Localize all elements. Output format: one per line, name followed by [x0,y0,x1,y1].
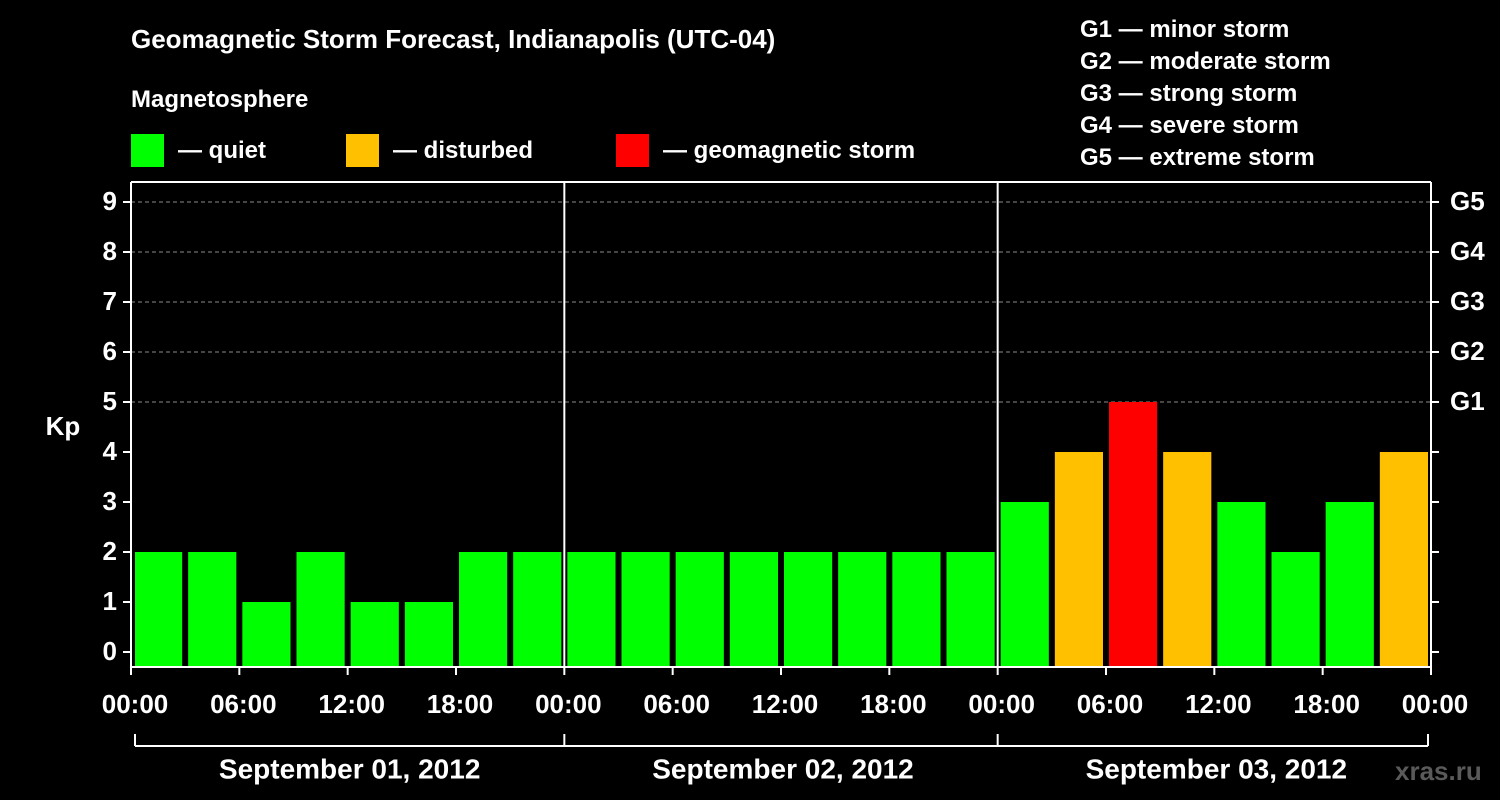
kp-bar [784,552,833,667]
legend-storm: — geomagnetic storm [616,134,915,167]
x-tick-label: 06:00 [210,689,277,719]
x-tick-label: 00:00 [535,689,602,719]
legend-swatch-quiet [131,134,164,167]
x-tick-label: 00:00 [1402,689,1469,719]
chart-title: Geomagnetic Storm Forecast, Indianapolis… [131,24,776,54]
g-scale-g4: G4 — severe storm [1080,112,1299,139]
day-label: September 03, 2012 [1086,753,1348,784]
watermark: xras.ru [1395,756,1482,786]
x-tick-label: 18:00 [860,689,927,719]
legend-label-disturbed: — disturbed [393,136,534,164]
kp-bar [459,552,508,667]
kp-bar [188,552,237,667]
kp-bar [1325,502,1374,667]
g-level-label: G4 [1450,236,1485,266]
g-level-label: G2 [1450,336,1485,366]
y-tick-label: 8 [103,236,117,266]
x-tick-label: 18:00 [427,689,494,719]
kp-bar [892,552,941,667]
g-scale-g3: G3 — strong storm [1080,80,1298,107]
y-tick-label: 5 [103,386,117,416]
kp-bar [567,552,616,667]
kp-bar [404,602,453,667]
y-tick-label: 0 [103,636,117,666]
kp-bar [1379,452,1428,667]
y-tick-label: 6 [103,336,117,366]
x-tick-label: 12:00 [318,689,385,719]
kp-bar [1109,402,1158,667]
x-tick-label: 00:00 [968,689,1035,719]
g-scale-g1: G1 — minor storm [1080,16,1290,43]
y-tick-label: 1 [103,586,117,616]
g-scale-g5: G5 — extreme storm [1080,144,1315,171]
g-scale-g2: G2 — moderate storm [1080,48,1331,75]
day-label: September 01, 2012 [219,753,481,784]
g-scale-legend: G1 — minor storm G2 — moderate storm G3 … [1080,14,1331,174]
kp-bar [1271,552,1320,667]
kp-bar [296,552,345,667]
kp-bar [621,552,670,667]
legend-label-quiet: — quiet [178,136,266,164]
x-tick-label: 00:00 [102,689,169,719]
kp-bar [946,552,995,667]
g-level-label: G5 [1450,186,1485,216]
legend-label-storm: — geomagnetic storm [663,136,916,164]
x-tick-label: 12:00 [752,689,819,719]
y-tick-label: 3 [103,486,117,516]
legend-swatch-storm [616,134,649,167]
y-tick-label: 2 [103,536,117,566]
kp-bar [1217,502,1266,667]
kp-bar [242,602,291,667]
y-tick-label: 7 [103,286,117,316]
kp-bar [1163,452,1212,667]
legend-disturbed: — disturbed [346,134,533,167]
kp-bar [838,552,887,667]
kp-bar [513,552,562,667]
y-tick-label: 9 [103,186,117,216]
y-axis-label: Kp [46,411,81,441]
kp-bar [350,602,399,667]
y-tick-label: 4 [103,436,118,466]
kp-bar [675,552,724,667]
kp-bar [1000,502,1049,667]
kp-bar [135,552,183,667]
legend-quiet: — quiet [131,134,266,167]
legend-swatch-disturbed [346,134,379,167]
kp-bar [729,552,778,667]
g-level-label: G3 [1450,286,1485,316]
magnetosphere-label: Magnetosphere [131,86,309,113]
x-tick-label: 06:00 [643,689,710,719]
x-tick-label: 18:00 [1293,689,1360,719]
g-level-label: G1 [1450,386,1485,416]
x-tick-label: 12:00 [1185,689,1252,719]
x-tick-label: 06:00 [1077,689,1144,719]
day-label: September 02, 2012 [652,753,914,784]
kp-bar [1054,452,1103,667]
